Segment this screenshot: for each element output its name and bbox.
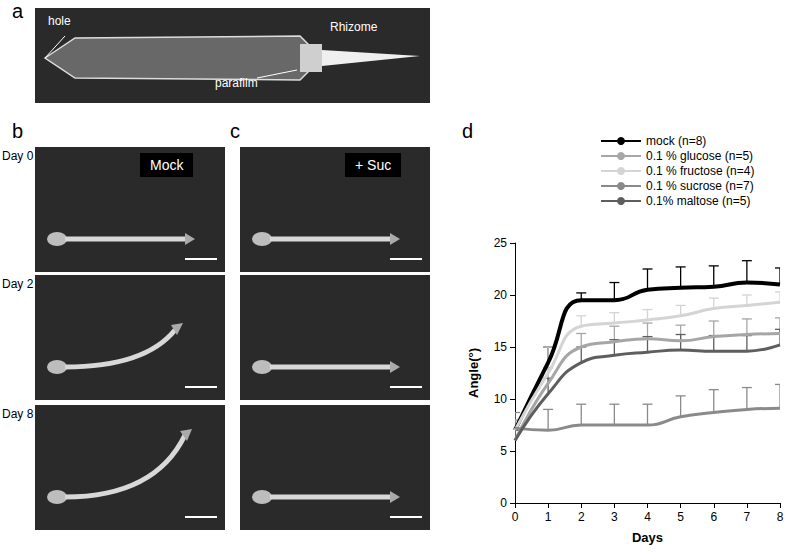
svg-text:25: 25 (494, 236, 508, 250)
html-text:Day 2: Day 2 (2, 277, 34, 291)
svg-text:5: 5 (677, 510, 684, 524)
svg-text:0: 0 (500, 496, 507, 510)
svg-text:0.1 % glucose (n=5): 0.1 % glucose (n=5) (646, 149, 753, 163)
svg-text:4: 4 (644, 510, 651, 524)
svg-text:0.1 % fructose (n=4): 0.1 % fructose (n=4) (646, 164, 754, 178)
svg-text:8: 8 (777, 510, 784, 524)
html-text:a: a (12, 0, 24, 22)
svg-text:Days: Days (632, 530, 663, 545)
html-text:Day 8: Day 8 (2, 407, 34, 421)
svg-text:6: 6 (710, 510, 717, 524)
html-text:b: b (12, 120, 24, 142)
svg-text:0: 0 (512, 510, 519, 524)
svg-text:Angle(°): Angle(°) (466, 348, 481, 398)
html-text:c: c (230, 120, 240, 142)
svg-text:5: 5 (500, 444, 507, 458)
svg-text:20: 20 (494, 288, 508, 302)
svg-text:10: 10 (494, 392, 508, 406)
html-text:+ Suc: + Suc (355, 157, 392, 173)
svg-text:mock (n=8): mock (n=8) (646, 134, 706, 148)
svg-text:0.1 % sucrose (n=7): 0.1 % sucrose (n=7) (646, 179, 754, 193)
html-text:hole: hole (48, 14, 71, 28)
html-text:Rhizome: Rhizome (330, 20, 378, 34)
html-text:Mock: Mock (150, 157, 184, 173)
html-text:Day 0: Day 0 (2, 149, 34, 163)
svg-text:1: 1 (545, 510, 552, 524)
svg-text:2: 2 (578, 510, 585, 524)
svg-text:3: 3 (611, 510, 618, 524)
svg-text:15: 15 (494, 340, 508, 354)
html-text:parafilm: parafilm (215, 76, 258, 90)
svg-text:7: 7 (744, 510, 751, 524)
svg-text:0.1% maltose (n=5): 0.1% maltose (n=5) (646, 194, 750, 208)
html-text:d: d (462, 120, 474, 142)
